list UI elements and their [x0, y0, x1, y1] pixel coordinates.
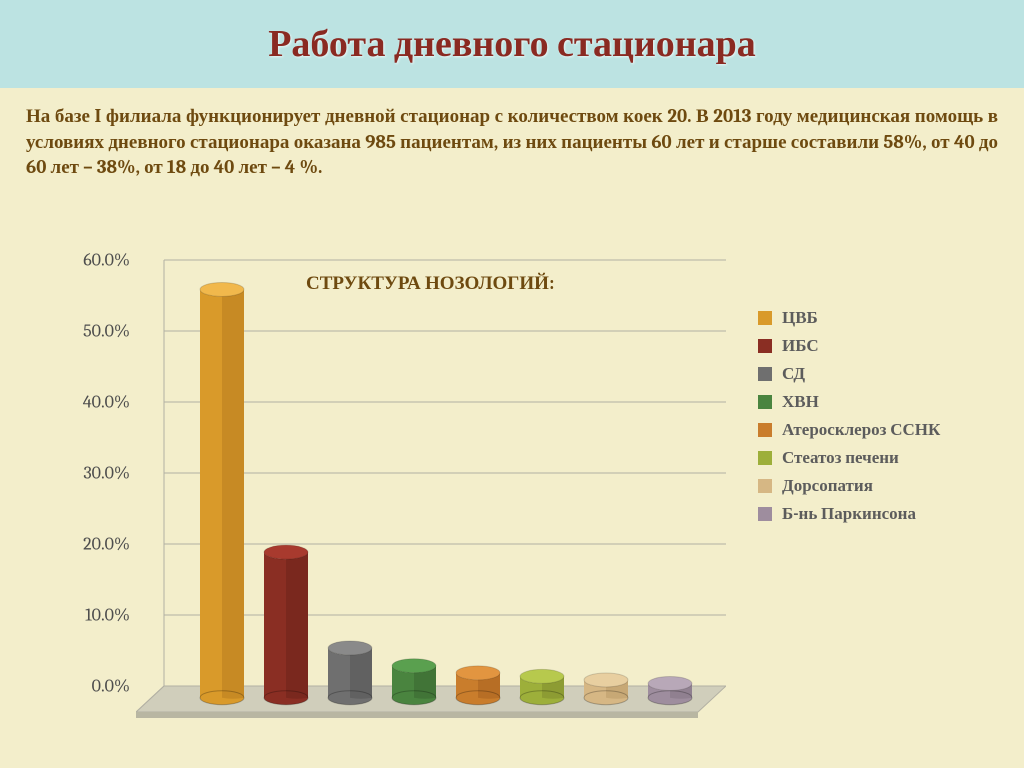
legend-swatch	[758, 451, 772, 465]
legend-item: СД	[758, 364, 988, 384]
legend-label: СД	[782, 364, 805, 384]
legend-item: Атеросклероз ССНК	[758, 420, 988, 440]
y-tick-label: 0.0%	[92, 676, 130, 697]
y-tick-label: 20.0%	[83, 534, 130, 555]
title-bar: Работа дневного стационара	[0, 0, 1024, 88]
legend-swatch	[758, 339, 772, 353]
page-title: Работа дневного стационара	[0, 22, 1024, 66]
legend-swatch	[758, 395, 772, 409]
chart-container: 0.0%10.0%20.0%30.0%40.0%50.0%60.0% СТРУК…	[26, 240, 998, 750]
legend-label: ИБС	[782, 336, 819, 356]
legend-swatch	[758, 507, 772, 521]
legend-label: ЦВБ	[782, 308, 818, 328]
y-tick-label: 40.0%	[83, 392, 130, 413]
legend-label: Стеатоз печени	[782, 448, 899, 468]
y-tick-label: 10.0%	[85, 605, 130, 626]
y-tick-label: 50.0%	[83, 321, 130, 342]
y-tick-label: 60.0%	[83, 250, 130, 271]
legend-item: ИБС	[758, 336, 988, 356]
legend-item: ХВН	[758, 392, 988, 412]
legend-swatch	[758, 311, 772, 325]
legend-item: ЦВБ	[758, 308, 988, 328]
y-axis-labels: 0.0% 10.0% 20.0% 30.0% 40.0% 50.0% 60.0%	[66, 248, 130, 718]
legend-item: Дорсопатия	[758, 476, 988, 496]
legend-swatch	[758, 367, 772, 381]
bar-chart	[136, 248, 726, 718]
legend-label: Дорсопатия	[782, 476, 873, 496]
legend-swatch	[758, 423, 772, 437]
y-tick-label: 30.0%	[83, 463, 130, 484]
legend-label: Атеросклероз ССНК	[782, 420, 940, 440]
legend: ЦВБ ИБС СД ХВН Атеросклероз ССНК Стеатоз пече…	[758, 300, 988, 532]
intro-paragraph: На базе I филиала функционирует дневной …	[0, 88, 1024, 187]
legend-label: Б-нь Паркинсона	[782, 504, 916, 524]
legend-swatch	[758, 479, 772, 493]
legend-item: Стеатоз печени	[758, 448, 988, 468]
legend-item: Б-нь Паркинсона	[758, 504, 988, 524]
legend-label: ХВН	[782, 392, 819, 412]
